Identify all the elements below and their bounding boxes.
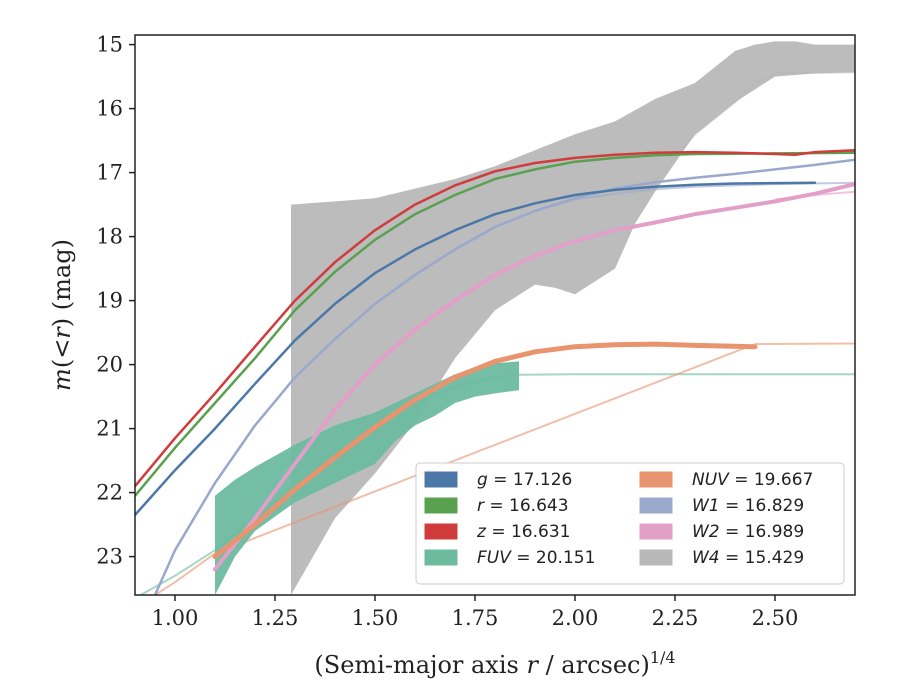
y-tick-label-8: 23 [96,545,123,569]
series-w1-line [153,158,855,595]
legend-swatch-nuv [639,471,673,488]
legend-label-z: z = 16.631 [476,522,570,542]
legend-label-g: g = 17.126 [477,470,572,490]
series-w4-band [291,41,855,595]
x-tick-label-3: 1.75 [452,606,499,630]
legend-swatch-g [424,471,458,488]
x-tick-label-5: 2.25 [652,606,699,630]
series-z-line [135,148,855,488]
legend-label-nuv: NUV = 19.667 [692,470,813,490]
x-tick-label-0: 1.00 [152,606,199,630]
y-tick-label-2: 17 [96,161,123,185]
axis-ticks: 1.00 1.25 1.50 1.75 2.00 2.25 2.50 15 16 17 18 19 20… [96,33,798,630]
legend-swatch-w4 [639,549,673,566]
y-tick-label-6: 21 [96,417,123,441]
legend-swatch-z [424,523,458,540]
y-tick-label-0: 15 [96,33,123,57]
series-r-line [135,151,855,498]
y-tick-label-7: 22 [96,481,123,505]
y-tick-label-5: 20 [96,353,123,377]
series-w2-line [213,182,855,572]
plot-area [135,41,855,595]
series-g-line [135,181,817,517]
legend-label-r: r = 16.643 [477,496,569,516]
x-axis-label: (Semi-major axis r / arcsec)1/4 [314,648,675,679]
legend-swatch-r [424,497,458,514]
legend-label-w4: W4 = 15.429 [692,548,804,568]
legend-swatch-fuv [424,549,458,566]
legend-label-fuv: FUV = 20.151 [477,548,595,568]
legend-swatch-w2 [639,523,673,540]
x-tick-label-2: 1.50 [352,606,399,630]
legend-box [415,462,845,585]
x-tick-label-6: 2.50 [752,606,799,630]
y-tick-label-1: 16 [96,97,123,121]
series-w4-model [634,71,855,206]
legend-swatch-w1 [639,497,673,514]
x-tick-label-4: 2.00 [552,606,599,630]
y-axis-label: m(<r) (mag) [48,239,76,391]
y-tick-label-3: 18 [96,225,123,249]
series-fuv-band [215,361,519,595]
series-nuv-line [212,341,758,560]
legend-label-w2: W2 = 16.989 [692,522,804,542]
y-tick-label-4: 19 [96,289,123,313]
legend: g = 17.126 r = 16.643 z = 16.631 FUV = 20.1… [415,462,845,585]
x-tick-label-1: 1.25 [252,606,299,630]
plot-frame [134,34,856,596]
legend-label-w1: W1 = 16.829 [692,496,804,516]
